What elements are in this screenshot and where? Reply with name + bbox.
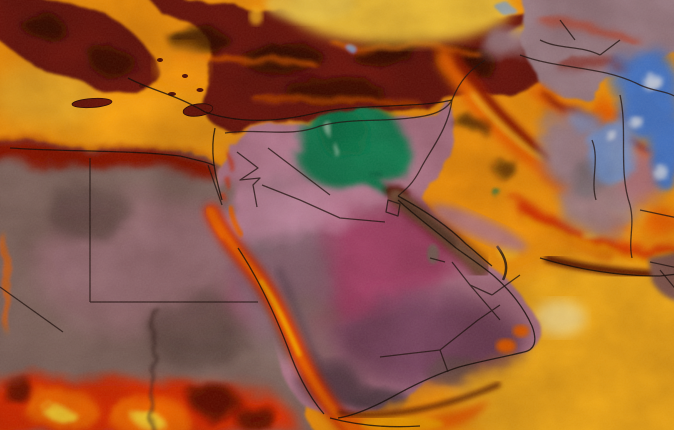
grain-rect — [0, 0, 674, 430]
heat-map-canvas: Iraq — [0, 0, 674, 430]
grain-overlay — [0, 0, 674, 430]
weather-heat-map: Iraq — [0, 0, 674, 430]
